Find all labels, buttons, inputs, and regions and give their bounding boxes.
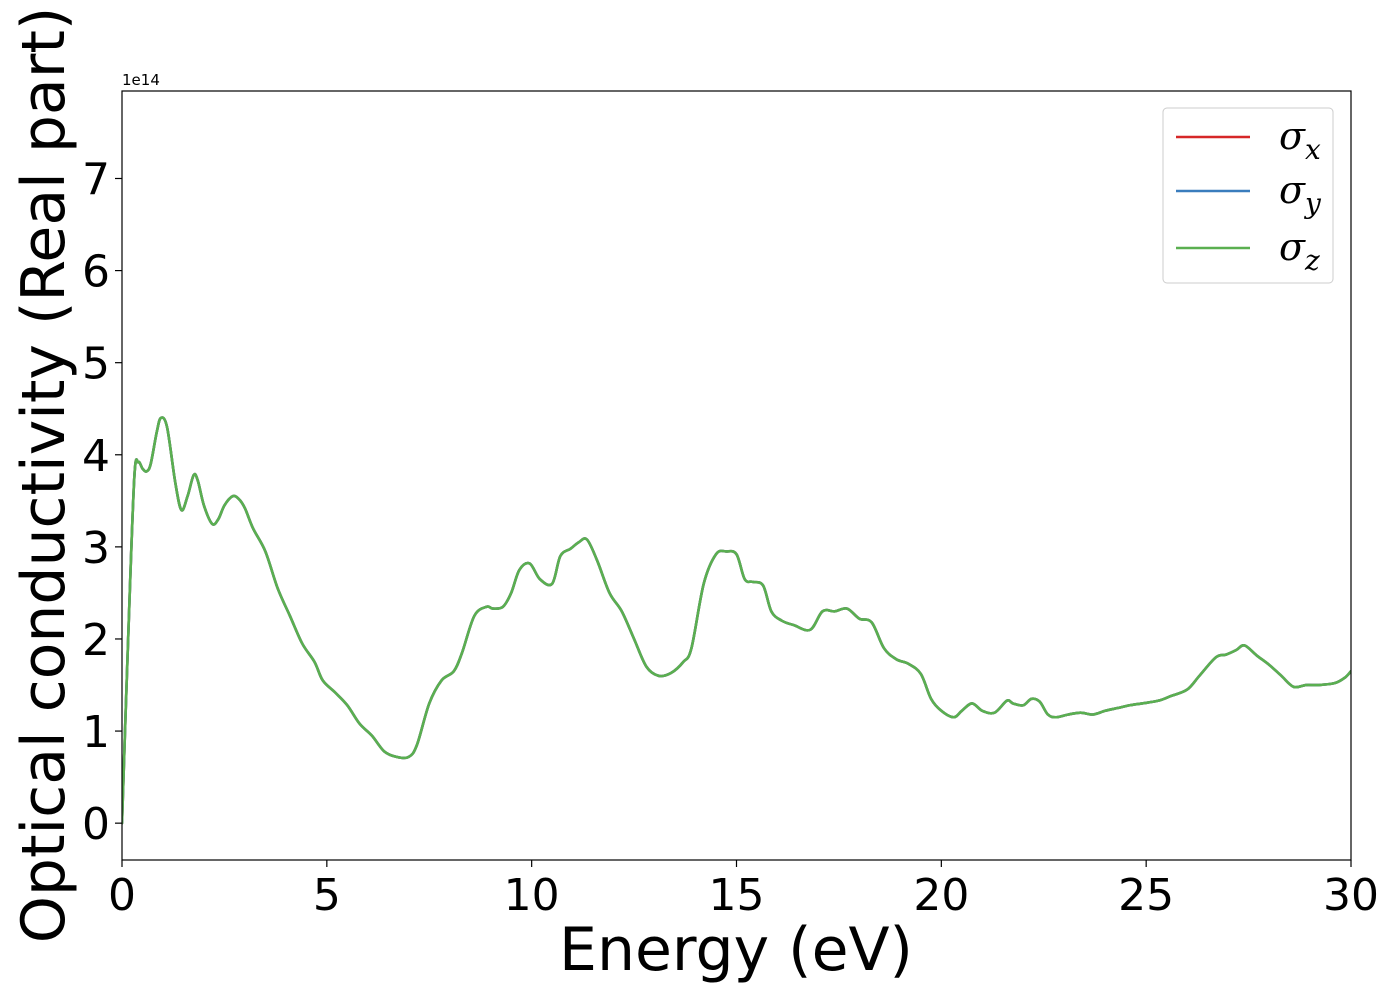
x-tick-label: 0 bbox=[108, 870, 136, 921]
y-tick-label: 7 bbox=[82, 154, 110, 205]
x-tick-label: 30 bbox=[1323, 870, 1379, 921]
y-axis-label: Optical conductivity (Real part) bbox=[9, 7, 79, 944]
y-tick-label: 4 bbox=[82, 431, 110, 482]
y-tick-label: 2 bbox=[82, 615, 110, 666]
y-tick-label: 6 bbox=[82, 247, 110, 298]
y-axis-ticks: 0 1 2 3 4 5 6 7 bbox=[82, 154, 122, 850]
x-tick-label: 15 bbox=[709, 870, 765, 921]
plot-area bbox=[122, 416, 1351, 825]
x-axis-ticks: 0 5 10 15 20 25 30 bbox=[108, 860, 1379, 921]
y-offset-label: 1e14 bbox=[122, 71, 160, 89]
x-axis-label: Energy (eV) bbox=[559, 915, 913, 985]
x-tick-label: 10 bbox=[504, 870, 560, 921]
x-tick-label: 20 bbox=[913, 870, 969, 921]
series-line-z bbox=[122, 416, 1351, 825]
plot-frame bbox=[121, 90, 1352, 861]
x-tick-label: 25 bbox=[1118, 870, 1174, 921]
y-tick-label: 3 bbox=[82, 523, 110, 574]
x-tick-label: 5 bbox=[313, 870, 341, 921]
y-tick-label: 0 bbox=[82, 799, 110, 850]
y-tick-label: 1 bbox=[82, 707, 110, 758]
series-lines bbox=[122, 416, 1351, 825]
y-tick-label: 5 bbox=[82, 339, 110, 390]
legend-frame bbox=[1162, 107, 1334, 284]
